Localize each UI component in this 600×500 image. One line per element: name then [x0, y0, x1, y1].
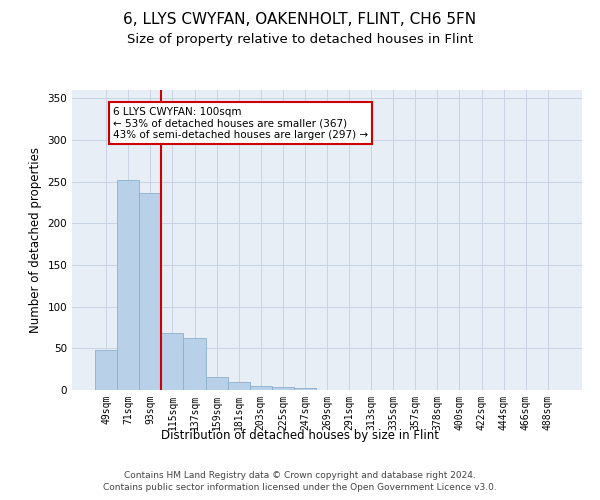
Bar [161, 334, 184, 390]
Bar [184, 338, 206, 390]
Text: 6 LLYS CWYFAN: 100sqm
← 53% of detached houses are smaller (367)
43% of semi-det: 6 LLYS CWYFAN: 100sqm ← 53% of detached … [113, 106, 368, 140]
Text: Distribution of detached houses by size in Flint: Distribution of detached houses by size … [161, 428, 439, 442]
Text: 6, LLYS CWYFAN, OAKENHOLT, FLINT, CH6 5FN: 6, LLYS CWYFAN, OAKENHOLT, FLINT, CH6 5F… [124, 12, 476, 28]
Bar [294, 388, 316, 390]
Bar [206, 376, 227, 390]
Bar [95, 350, 117, 390]
Bar [117, 180, 139, 390]
Text: Contains HM Land Registry data © Crown copyright and database right 2024.: Contains HM Land Registry data © Crown c… [124, 472, 476, 480]
Text: Contains public sector information licensed under the Open Government Licence v3: Contains public sector information licen… [103, 483, 497, 492]
Bar [272, 386, 294, 390]
Bar [139, 194, 161, 390]
Text: Size of property relative to detached houses in Flint: Size of property relative to detached ho… [127, 32, 473, 46]
Bar [250, 386, 272, 390]
Bar [227, 382, 250, 390]
Y-axis label: Number of detached properties: Number of detached properties [29, 147, 42, 333]
